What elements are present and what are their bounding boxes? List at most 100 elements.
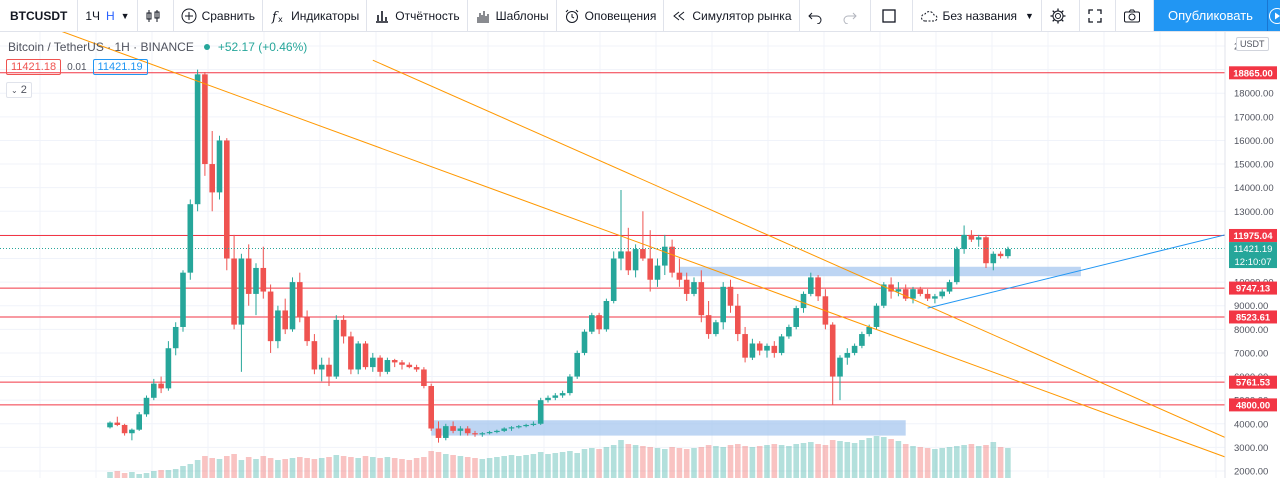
candle [318, 357, 325, 382]
candle-body [545, 397, 551, 401]
volume-bar [275, 460, 281, 478]
financials-button[interactable]: Отчётность [367, 0, 468, 31]
candle [662, 234, 668, 276]
fullscreen-select-button[interactable] [871, 0, 913, 31]
play-circle-icon [1268, 7, 1280, 24]
candle-body [837, 357, 843, 377]
replay-button[interactable]: Симулятор рынка [664, 0, 800, 31]
interval-button[interactable]: 1Ч Н ▼ [78, 0, 138, 31]
candle-body [720, 286, 726, 323]
candle-body [917, 289, 924, 294]
price-chart[interactable]: 219000.0018000.0017000.0016000.0015000.0… [0, 32, 1280, 478]
candle-body [793, 308, 799, 327]
candle [136, 411, 142, 431]
settings-button[interactable] [1042, 0, 1080, 31]
candle-body [574, 352, 580, 377]
candle [107, 421, 113, 429]
candle [756, 341, 763, 356]
volume-bar [873, 436, 880, 478]
candle-body [552, 395, 559, 398]
level-price-label: 18865.00 [1233, 68, 1273, 79]
candle-body [428, 386, 434, 429]
candle-body [202, 74, 208, 165]
layout-name-button[interactable]: Без названия ▼ [913, 0, 1042, 31]
volume-bar [990, 442, 997, 478]
candle [749, 338, 756, 361]
volume-series [107, 436, 1011, 478]
snapshot-button[interactable] [1116, 0, 1154, 31]
volume-bar [727, 445, 734, 478]
volume-bar [311, 459, 318, 478]
bar-countdown-label: 12:10:07 [1235, 257, 1272, 268]
candle-body [559, 393, 566, 396]
price-axis-tick: 16000.00 [1234, 136, 1274, 147]
candle [764, 343, 770, 358]
candle-body [961, 234, 967, 250]
candle-body [165, 348, 172, 389]
sell-price-button[interactable]: 11421.18 [6, 59, 62, 75]
expand-icon [1088, 8, 1102, 23]
currency-label[interactable]: USDT [1236, 37, 1269, 51]
fullscreen-button[interactable] [1080, 0, 1116, 31]
candle [961, 225, 967, 254]
volume-bar [260, 456, 267, 478]
candle [618, 190, 624, 271]
volume-bar [946, 447, 953, 478]
volume-bar [654, 448, 661, 478]
templates-button[interactable]: Шаблоны [468, 0, 557, 31]
price-axis-tick: 8000.00 [1234, 325, 1268, 336]
candle-body [391, 360, 398, 363]
play-button[interactable] [1266, 0, 1280, 31]
candle-body [610, 258, 617, 301]
candle-body [406, 364, 413, 368]
chart-type-button[interactable] [138, 0, 174, 31]
collapse-indicators-button[interactable]: ⌄ 2 [6, 82, 32, 98]
volume-bar [676, 448, 683, 478]
candle [1005, 246, 1011, 259]
price-axis-tick: 7000.00 [1234, 348, 1268, 359]
volume-bar [406, 460, 413, 478]
candle [844, 348, 851, 365]
candle [932, 293, 938, 304]
volume-bar [902, 444, 909, 478]
volume-bar [267, 458, 274, 478]
volume-bar [793, 444, 799, 478]
candle [997, 251, 1004, 259]
publish-button[interactable]: Опубликовать [1153, 0, 1267, 31]
compare-button[interactable]: Сравнить [174, 0, 264, 31]
volume-bar [983, 445, 989, 478]
volume-bar [1005, 448, 1011, 478]
candle [778, 334, 785, 356]
candle [888, 277, 894, 299]
candle-body [326, 364, 332, 377]
bid-ask-panel: 11421.18 0.01 11421.19 [6, 59, 148, 75]
candle [457, 426, 464, 436]
buy-price-button[interactable]: 11421.19 [92, 59, 148, 75]
candle [917, 286, 924, 297]
volume-bar [530, 454, 537, 478]
candle [946, 279, 953, 294]
chart-pane[interactable]: 219000.0018000.0017000.0016000.0015000.0… [0, 32, 1280, 478]
candle [187, 199, 194, 280]
alarm-clock-icon [565, 9, 579, 23]
candle-body [932, 296, 938, 299]
volume-bar [822, 445, 829, 478]
undo-button[interactable] [800, 0, 835, 31]
volume-bar [143, 473, 150, 478]
volume-bar [808, 442, 814, 478]
alerts-button[interactable]: Оповещения [557, 0, 665, 31]
redo-button[interactable] [835, 0, 871, 31]
candle-body [340, 319, 347, 337]
candle [472, 430, 478, 437]
candle-body [997, 253, 1004, 257]
candle [895, 282, 902, 297]
volume-bar [136, 474, 142, 478]
candle [421, 367, 427, 389]
volume-bar [603, 447, 610, 478]
symbol-search-button[interactable]: BTCUSDT [0, 0, 79, 31]
volume-bar [304, 458, 310, 478]
candle [209, 131, 215, 212]
candle [216, 135, 223, 200]
candle-body [479, 433, 486, 435]
